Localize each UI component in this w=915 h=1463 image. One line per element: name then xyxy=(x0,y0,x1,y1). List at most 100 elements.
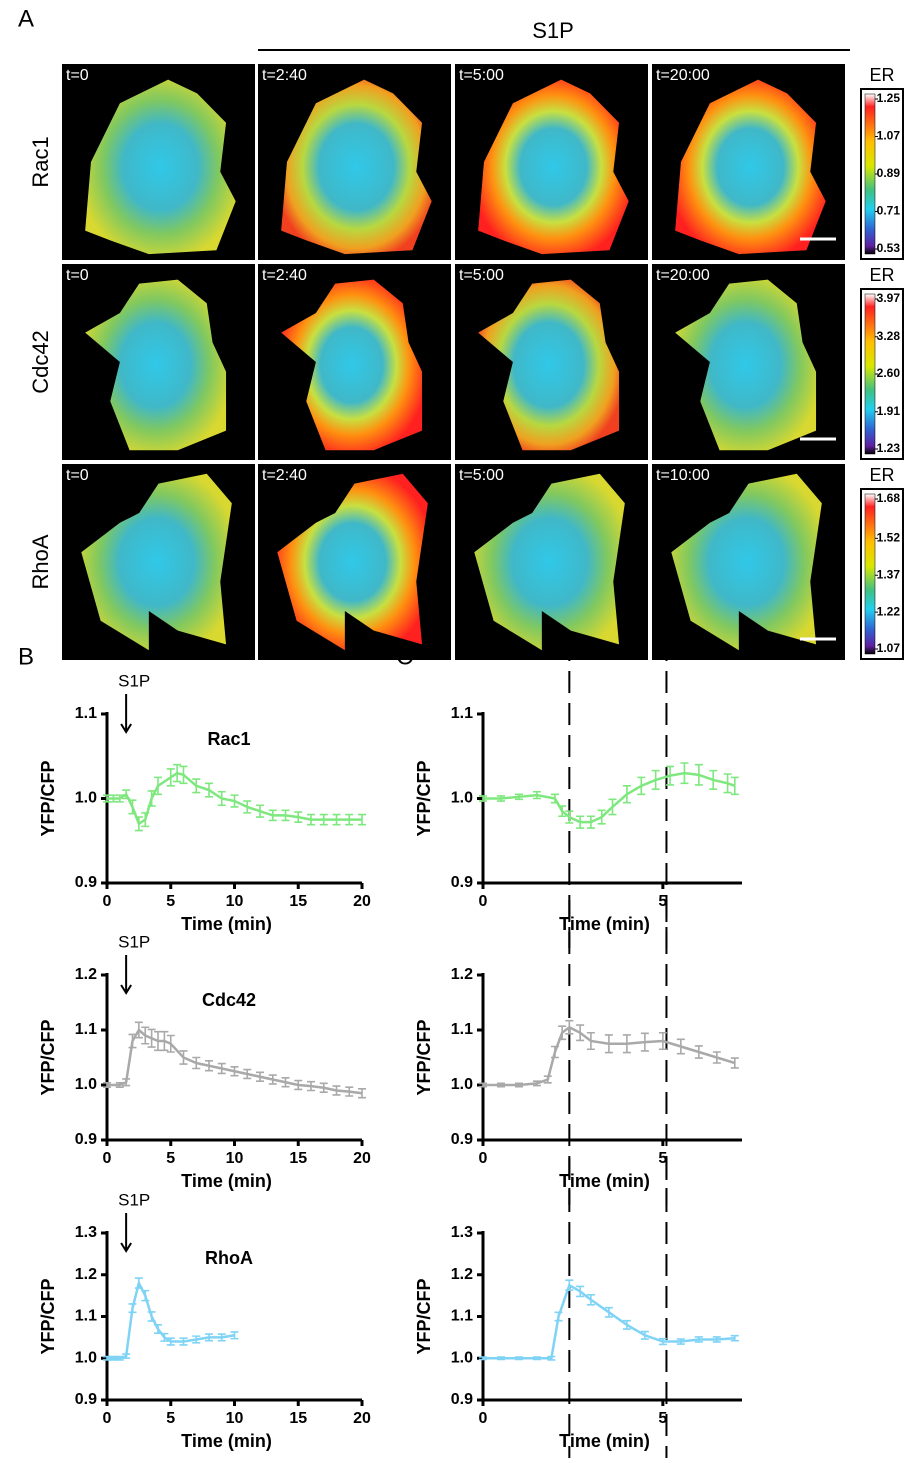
colorbar xyxy=(864,493,876,655)
y-tick-label: 1.1 xyxy=(75,1021,97,1038)
timestamp: t=0 xyxy=(66,467,89,484)
x-tick-label: 20 xyxy=(353,1150,371,1167)
colorbar-tick-label: 1.91 xyxy=(877,404,901,418)
x-tick-label: 0 xyxy=(103,1150,112,1167)
y-tick-label: 1.1 xyxy=(451,705,473,722)
timestamp: t=2:40 xyxy=(262,267,307,284)
colorbar-tick-label: 1.22 xyxy=(877,604,901,618)
cell xyxy=(675,79,826,255)
row-label: Cdc42 xyxy=(28,330,53,394)
error-bar xyxy=(730,1057,739,1069)
error-bar xyxy=(730,1334,739,1342)
y-tick-label: 1.1 xyxy=(75,1308,97,1325)
cell xyxy=(281,79,432,255)
annotation: S1P xyxy=(118,671,150,690)
data-line xyxy=(107,1279,235,1360)
y-tick-label: 1.1 xyxy=(451,1308,473,1325)
y-axis-label: YFP/CFP xyxy=(38,760,58,836)
cell xyxy=(85,79,236,255)
timestamp: t=0 xyxy=(66,67,89,84)
x-tick-label: 5 xyxy=(166,1410,175,1427)
x-tick-label: 5 xyxy=(166,893,175,910)
chart-title: Rac1 xyxy=(207,729,250,749)
x-tick-label: 5 xyxy=(166,1150,175,1167)
panel-label: B xyxy=(18,643,34,670)
cell xyxy=(81,473,232,651)
data-line xyxy=(483,1283,735,1360)
chart-title: Cdc42 xyxy=(202,990,256,1010)
y-tick-label: 0.9 xyxy=(75,1391,97,1408)
y-axis-label: YFP/CFP xyxy=(414,1278,434,1354)
x-tick-label: 20 xyxy=(353,1410,371,1427)
cell xyxy=(478,79,629,255)
y-tick-label: 1.0 xyxy=(75,1349,97,1366)
x-axis-label: Time (min) xyxy=(181,1431,272,1451)
x-tick-label: 15 xyxy=(289,1410,307,1427)
y-tick-label: 0.9 xyxy=(75,1131,97,1148)
y-tick-label: 1.3 xyxy=(451,1224,473,1241)
y-tick-label: 1.1 xyxy=(451,1021,473,1038)
x-tick-label: 0 xyxy=(479,1410,488,1427)
annotation-arrow xyxy=(120,694,132,734)
x-tick-label: 0 xyxy=(103,893,112,910)
data-line xyxy=(107,1028,363,1095)
y-tick-label: 1.2 xyxy=(451,1266,473,1283)
y-tick-label: 1.1 xyxy=(75,705,97,722)
annotation: S1P xyxy=(118,932,150,951)
data-line xyxy=(483,1025,736,1087)
y-tick-label: 1.0 xyxy=(451,1349,473,1366)
x-axis-label: Time (min) xyxy=(559,914,650,934)
cell xyxy=(675,279,817,451)
timestamp: t=2:40 xyxy=(262,67,307,84)
cell xyxy=(474,473,625,651)
colorbar-title: ER xyxy=(869,65,894,85)
cell xyxy=(281,279,423,451)
x-axis-label: Time (min) xyxy=(559,1431,650,1451)
timestamp: t=5:00 xyxy=(459,67,504,84)
x-tick-label: 15 xyxy=(289,893,307,910)
colorbar-title: ER xyxy=(869,465,894,485)
y-tick-label: 1.0 xyxy=(75,790,97,807)
data-line xyxy=(107,771,362,826)
x-tick-label: 5 xyxy=(658,893,667,910)
y-tick-label: 0.9 xyxy=(451,1391,473,1408)
colorbar-tick-label: 2.60 xyxy=(877,366,901,380)
panel-label: A xyxy=(18,5,34,32)
x-tick-label: 10 xyxy=(226,893,244,910)
colorbar xyxy=(864,93,876,255)
cell xyxy=(671,473,822,651)
cell xyxy=(277,473,428,651)
timestamp: t=20:00 xyxy=(656,267,710,284)
colorbar-tick-label: 3.97 xyxy=(877,291,901,305)
cell xyxy=(85,279,227,451)
x-tick-label: 0 xyxy=(103,1410,112,1427)
x-axis-label: Time (min) xyxy=(181,914,272,934)
timestamp: t=5:00 xyxy=(459,467,504,484)
colorbar-tick-label: 1.52 xyxy=(877,531,901,545)
x-axis-label: Time (min) xyxy=(181,1171,272,1191)
x-tick-label: 10 xyxy=(226,1150,244,1167)
chart-title: RhoA xyxy=(205,1248,253,1268)
colorbar-tick-label: 0.89 xyxy=(877,166,901,180)
colorbar-tick-label: 1.25 xyxy=(877,91,901,105)
y-axis-label: YFP/CFP xyxy=(414,760,434,836)
x-axis-label: Time (min) xyxy=(559,1171,650,1191)
colorbar-tick-label: 1.07 xyxy=(877,641,901,655)
colorbar xyxy=(864,293,876,455)
colorbar-tick-label: 1.68 xyxy=(877,491,901,505)
colorbar-tick-label: 1.07 xyxy=(877,129,901,143)
y-tick-label: 0.9 xyxy=(451,1131,473,1148)
colorbar-tick-label: 0.71 xyxy=(877,204,901,218)
timestamp: t=2:40 xyxy=(262,467,307,484)
timestamp: t=10:00 xyxy=(656,467,710,484)
x-tick-label: 0 xyxy=(479,893,488,910)
x-tick-label: 10 xyxy=(226,1410,244,1427)
y-tick-label: 1.3 xyxy=(75,1224,97,1241)
x-tick-label: 15 xyxy=(289,1150,307,1167)
row-label: Rac1 xyxy=(28,136,53,187)
y-tick-label: 1.2 xyxy=(451,966,473,983)
cell xyxy=(478,279,620,451)
x-tick-label: 0 xyxy=(479,1150,488,1167)
timestamp: t=20:00 xyxy=(656,67,710,84)
